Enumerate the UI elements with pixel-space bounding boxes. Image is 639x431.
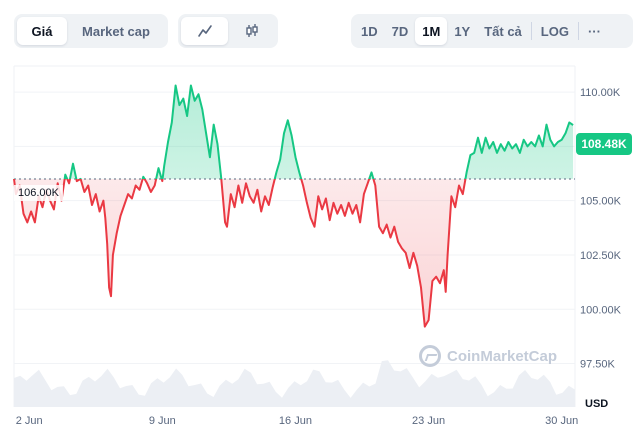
log-scale-button[interactable]: LOG <box>540 23 569 39</box>
metric-toggle: Giá Market cap <box>14 14 168 48</box>
range-1m[interactable]: 1M <box>415 17 448 45</box>
x-tick-label: 30 Jun <box>545 415 578 427</box>
reference-price-label: 106.00K <box>14 185 63 201</box>
more-options-button[interactable]: ··· <box>587 23 601 39</box>
y-tick-label: 105.00K <box>580 196 622 208</box>
price-line-up <box>13 84 574 179</box>
line-chart-icon <box>197 25 212 37</box>
range-7d[interactable]: 7D <box>391 23 409 39</box>
x-tick-label: 2 Jun <box>16 415 43 427</box>
chart-type-toggle <box>178 14 278 48</box>
price-line-down <box>13 178 467 328</box>
tab-price[interactable]: Giá <box>17 17 67 45</box>
range-all[interactable]: Tất cả <box>484 23 522 39</box>
x-tick-label: 16 Jun <box>279 415 312 427</box>
y-tick-label: 110.00K <box>580 87 621 99</box>
toolbar-divider <box>530 22 532 40</box>
plot-border <box>13 65 576 407</box>
x-tick-label: 23 Jun <box>412 415 445 427</box>
y-tick-label: 97.50K <box>580 359 616 371</box>
watermark-text: CoinMarketCap <box>447 347 558 365</box>
grid-lines <box>14 91 575 365</box>
time-range-toggle: 1D 7D 1M 1Y Tất cả LOG ··· <box>351 14 633 48</box>
x-axis: 2 Jun 9 Jun 16 Jun 23 Jun 30 Jun <box>16 415 578 427</box>
coinmarketcap-watermark: CoinMarketCap <box>419 345 557 367</box>
area-above-reference <box>14 85 574 179</box>
candlestick-chart-button[interactable] <box>228 17 275 45</box>
line-chart-button[interactable] <box>181 17 228 45</box>
volume-area <box>14 360 575 407</box>
current-price-badge: 108.48K <box>576 133 632 155</box>
range-1y[interactable]: 1Y <box>454 23 471 39</box>
toolbar-divider <box>577 22 579 40</box>
y-tick-label: 102.50K <box>580 250 622 262</box>
candlestick-icon <box>245 24 258 37</box>
coinmarketcap-logo-icon <box>419 345 441 367</box>
y-tick-label: 100.00K <box>580 304 622 316</box>
area-below-reference <box>14 178 466 327</box>
x-tick-label: 9 Jun <box>149 415 176 427</box>
tab-market-cap[interactable]: Market cap <box>82 23 150 39</box>
range-1d[interactable]: 1D <box>361 23 378 39</box>
currency-label: USD <box>585 398 609 410</box>
y-axis: 97.50K100.00K102.50K105.00K107.50K110.00… <box>580 87 622 370</box>
